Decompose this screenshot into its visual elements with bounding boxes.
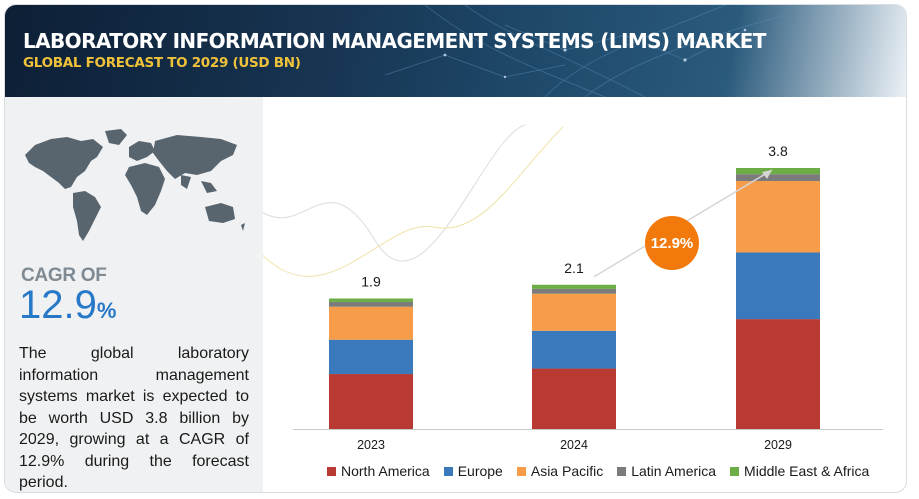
- bar-segment-2024-europe: [532, 330, 616, 369]
- infographic-frame: LABORATORY INFORMATION MANAGEMENT SYSTEM…: [4, 4, 907, 493]
- growth-arrow-head: [762, 170, 772, 179]
- bar-segment-2023-middle-east-africa: [329, 298, 413, 302]
- legend-item-middle-east-africa: Middle East & Africa: [730, 463, 869, 479]
- background-swoosh-lines: [263, 124, 564, 277]
- cagr-number: 12.9: [19, 283, 97, 327]
- cagr-bubble: [645, 216, 699, 270]
- legend-swatch-middle-east-africa: [730, 466, 740, 476]
- chart-title: LABORATORY INFORMATION MANAGEMENT SYSTEM…: [23, 29, 766, 53]
- bar-segment-2024-latin-america: [532, 288, 616, 294]
- world-map-icon: [25, 129, 245, 241]
- bar-segment-2024-north-america: [532, 368, 616, 429]
- legend-item-north-america: North America: [327, 463, 430, 479]
- legend-swatch-asia-pacific: [516, 466, 526, 476]
- cagr-value: 12.9%: [19, 283, 116, 328]
- bar-segment-2023-latin-america: [329, 301, 413, 307]
- bar-segment-2029-north-america: [736, 319, 820, 429]
- total-label-2029: 3.8: [768, 143, 788, 159]
- cagr-bubble-label: 12.9%: [651, 235, 694, 252]
- total-label-2024: 2.1: [564, 260, 584, 276]
- bar-segment-2029-europe: [736, 252, 820, 320]
- cagr-percent-sign: %: [96, 298, 117, 323]
- x-tick-label-2023: 2023: [357, 438, 385, 452]
- legend-label-europe: Europe: [457, 463, 503, 479]
- header-banner: LABORATORY INFORMATION MANAGEMENT SYSTEM…: [5, 5, 906, 97]
- legend-swatch-north-america: [327, 466, 336, 476]
- bar-segment-2024-asia-pacific: [532, 293, 616, 331]
- x-tick-label-2029: 2029: [764, 438, 792, 452]
- legend-item-latin-america: Latin America: [617, 463, 716, 479]
- header-network-decoration: [384, 5, 786, 97]
- market-summary-text: The global laboratory information manage…: [19, 345, 249, 491]
- bar-segment-2023-asia-pacific: [329, 306, 413, 340]
- legend-label-asia-pacific: Asia Pacific: [530, 463, 604, 479]
- legend-swatch-latin-america: [617, 466, 627, 476]
- x-tick-label-2024: 2024: [560, 438, 588, 452]
- total-label-2023: 1.9: [361, 274, 381, 290]
- chart-subtitle: GLOBAL FORECAST TO 2029 (USD BN): [23, 55, 301, 71]
- legend-label-latin-america: Latin America: [631, 463, 717, 479]
- chart-legend: North America Europe Asia Pacific Latin Ame…: [327, 463, 869, 479]
- legend-item-asia-pacific: Asia Pacific: [516, 463, 604, 479]
- bar-segment-2024-middle-east-africa: [532, 284, 616, 289]
- summary-panel: CAGR OF 12.9% The global laboratory info…: [5, 97, 263, 492]
- cagr-label: CAGR OF: [21, 265, 107, 286]
- bar-segment-2029-asia-pacific: [736, 181, 820, 253]
- stacked-bar-chart: 1.9 2023 2.1 2024 3.8 2029 12.9%: [263, 124, 883, 452]
- legend-item-europe: Europe: [443, 463, 503, 479]
- bar-segment-2023-europe: [329, 339, 413, 375]
- bar-segment-2023-north-america: [329, 374, 413, 429]
- legend-label-north-america: North America: [341, 463, 430, 479]
- legend-swatch-europe: [443, 466, 453, 476]
- bar-segment-2029-latin-america: [736, 174, 820, 182]
- bar-segment-2029-middle-east-africa: [736, 168, 820, 175]
- legend-label-middle-east-africa: Middle East & Africa: [744, 463, 870, 479]
